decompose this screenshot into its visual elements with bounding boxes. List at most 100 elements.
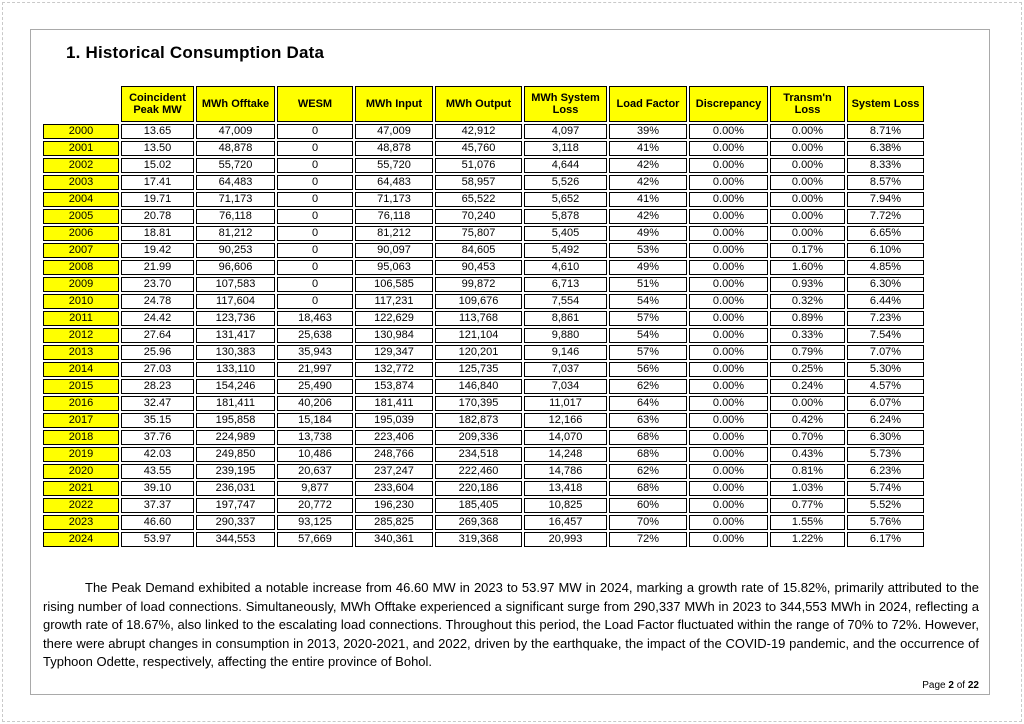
- year-cell: 2024: [43, 532, 119, 547]
- value-cell: 14,070: [524, 430, 607, 445]
- table-row: 2021 39.10 236,031 9,877 233,604 220,186 13,41…: [43, 481, 924, 496]
- value-cell: 0: [277, 226, 353, 241]
- value-cell: 146,840: [435, 379, 522, 394]
- value-cell: 154,246: [196, 379, 275, 394]
- value-cell: 0.00%: [689, 260, 768, 275]
- value-cell: 21.99: [121, 260, 194, 275]
- year-cell: 2001: [43, 141, 119, 156]
- value-cell: 9,880: [524, 328, 607, 343]
- value-cell: 75,807: [435, 226, 522, 241]
- value-cell: 181,411: [355, 396, 433, 411]
- value-cell: 0.00%: [689, 430, 768, 445]
- historical-consumption-table: Coincident Peak MW MWh Offtake WESM MWh Inp…: [41, 84, 926, 549]
- value-cell: 220,186: [435, 481, 522, 496]
- consumption-table-wrap: Coincident Peak MW MWh Offtake WESM MWh Inp…: [41, 84, 926, 549]
- year-cell: 2008: [43, 260, 119, 275]
- value-cell: 249,850: [196, 447, 275, 462]
- value-cell: 42.03: [121, 447, 194, 462]
- value-cell: 51,076: [435, 158, 522, 173]
- value-cell: 7,034: [524, 379, 607, 394]
- value-cell: 57,669: [277, 532, 353, 547]
- year-cell: 2010: [43, 294, 119, 309]
- table-row: 2013 25.96 130,383 35,943 129,347 120,201 9,14…: [43, 345, 924, 360]
- table-row: 2009 23.70 107,583 0 106,585 99,872 6,713 51% 0.…: [43, 277, 924, 292]
- value-cell: 0.00%: [689, 515, 768, 530]
- value-cell: 0.93%: [770, 277, 845, 292]
- value-cell: 13.65: [121, 124, 194, 139]
- value-cell: 0: [277, 294, 353, 309]
- value-cell: 20,993: [524, 532, 607, 547]
- value-cell: 340,361: [355, 532, 433, 547]
- value-cell: 15.02: [121, 158, 194, 173]
- value-cell: 70,240: [435, 209, 522, 224]
- value-cell: 153,874: [355, 379, 433, 394]
- value-cell: 1.60%: [770, 260, 845, 275]
- value-cell: 47,009: [355, 124, 433, 139]
- value-cell: 5.30%: [847, 362, 924, 377]
- value-cell: 0: [277, 243, 353, 258]
- value-cell: 319,368: [435, 532, 522, 547]
- value-cell: 0.33%: [770, 328, 845, 343]
- value-cell: 6.07%: [847, 396, 924, 411]
- year-cell: 2017: [43, 413, 119, 428]
- value-cell: 0.00%: [770, 226, 845, 241]
- value-cell: 54%: [609, 328, 687, 343]
- value-cell: 5,526: [524, 175, 607, 190]
- table-row: 2024 53.97 344,553 57,669 340,361 319,368 20,9…: [43, 532, 924, 547]
- value-cell: 0: [277, 124, 353, 139]
- value-cell: 0: [277, 260, 353, 275]
- value-cell: 41%: [609, 192, 687, 207]
- value-cell: 24.42: [121, 311, 194, 326]
- value-cell: 13,738: [277, 430, 353, 445]
- value-cell: 13.50: [121, 141, 194, 156]
- footer-label-of: of: [956, 680, 966, 691]
- value-cell: 27.64: [121, 328, 194, 343]
- table-row: 2023 46.60 290,337 93,125 285,825 269,368 16,4…: [43, 515, 924, 530]
- value-cell: 185,405: [435, 498, 522, 513]
- value-cell: 63%: [609, 413, 687, 428]
- value-cell: 57%: [609, 345, 687, 360]
- value-cell: 1.03%: [770, 481, 845, 496]
- value-cell: 6.10%: [847, 243, 924, 258]
- value-cell: 42%: [609, 175, 687, 190]
- table-row: 2002 15.02 55,720 0 55,720 51,076 4,644 42% 0.00…: [43, 158, 924, 173]
- value-cell: 5.73%: [847, 447, 924, 462]
- value-cell: 0.00%: [689, 362, 768, 377]
- value-cell: 8.71%: [847, 124, 924, 139]
- footer-page-number: 2: [948, 680, 954, 691]
- value-cell: 37.76: [121, 430, 194, 445]
- page-title: 1. Historical Consumption Data: [66, 43, 325, 62]
- value-cell: 0.00%: [689, 481, 768, 496]
- value-cell: 68%: [609, 430, 687, 445]
- value-cell: 64,483: [355, 175, 433, 190]
- value-cell: 223,406: [355, 430, 433, 445]
- document-page: 1. Historical Consumption Data Coinciden…: [30, 29, 990, 695]
- value-cell: 39%: [609, 124, 687, 139]
- value-cell: 58,957: [435, 175, 522, 190]
- value-cell: 4,644: [524, 158, 607, 173]
- value-cell: 6.17%: [847, 532, 924, 547]
- value-cell: 71,173: [196, 192, 275, 207]
- year-cell: 2000: [43, 124, 119, 139]
- table-row: 2018 37.76 224,989 13,738 223,406 209,336 14,0…: [43, 430, 924, 445]
- value-cell: 5,878: [524, 209, 607, 224]
- year-cell: 2012: [43, 328, 119, 343]
- value-cell: 7.23%: [847, 311, 924, 326]
- value-cell: 0.70%: [770, 430, 845, 445]
- value-cell: 51%: [609, 277, 687, 292]
- value-cell: 56%: [609, 362, 687, 377]
- value-cell: 95,063: [355, 260, 433, 275]
- table-body: 2000 13.65 47,009 0 47,009 42,912 4,097 39% 0.00…: [43, 124, 924, 547]
- value-cell: 57%: [609, 311, 687, 326]
- table-row: 2017 35.15 195,858 15,184 195,039 182,873 12,1…: [43, 413, 924, 428]
- year-cell: 2016: [43, 396, 119, 411]
- year-cell: 2004: [43, 192, 119, 207]
- column-header: Load Factor: [609, 86, 687, 122]
- column-header: WESM: [277, 86, 353, 122]
- year-cell: 2022: [43, 498, 119, 513]
- table-row: 2001 13.50 48,878 0 48,878 45,760 3,118 41% 0.00…: [43, 141, 924, 156]
- value-cell: 14,248: [524, 447, 607, 462]
- value-cell: 9,146: [524, 345, 607, 360]
- value-cell: 0.00%: [689, 209, 768, 224]
- value-cell: 99,872: [435, 277, 522, 292]
